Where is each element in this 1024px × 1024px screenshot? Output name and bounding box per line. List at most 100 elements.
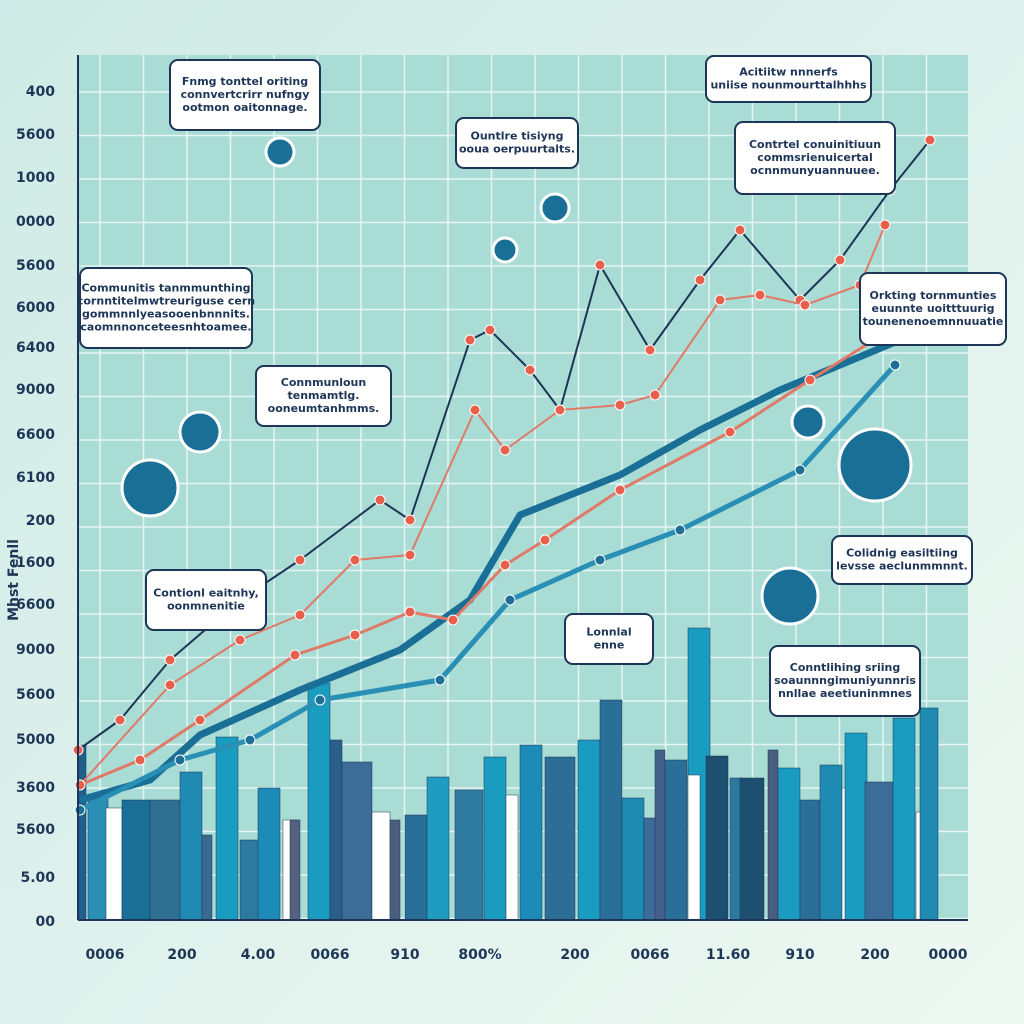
- bar: [77, 744, 87, 921]
- line-dot: [879, 219, 891, 231]
- bar: [599, 699, 623, 921]
- callout-text: ooneumtanhmms.: [268, 402, 380, 415]
- line-dot: [674, 524, 686, 536]
- icon-badge: [491, 236, 519, 264]
- line-dot: [794, 464, 806, 476]
- bar: [149, 799, 181, 921]
- line-dot: [754, 289, 766, 301]
- x-tick-label: 11.60: [706, 947, 751, 963]
- line-dot: [889, 359, 901, 371]
- bar: [404, 814, 428, 921]
- y-tick-label: 3600: [16, 780, 55, 796]
- line-dot: [244, 734, 256, 746]
- labels: 400 5600 1000 0000 5600 6000 6400 9000 6600 6100 2…: [16, 84, 968, 963]
- y-axis-title: Mhst Fenll: [6, 539, 22, 621]
- x-tick-label: 200: [560, 947, 589, 963]
- line-dot: [524, 364, 536, 376]
- y-tick-label: 5.00: [20, 870, 55, 886]
- callout-box: [734, 121, 896, 195]
- icon-badge: [539, 192, 571, 224]
- line-dot: [314, 694, 326, 706]
- bar: [654, 749, 666, 921]
- line-dot: [294, 609, 306, 621]
- callout-text: Orkting tornmunties: [870, 289, 997, 302]
- callout-text: connvertcrirr nufngy: [181, 88, 310, 101]
- line-dot: [74, 804, 86, 816]
- line-dot: [404, 549, 416, 561]
- y-tick-label: 0000: [16, 214, 55, 230]
- callout-text: levsse aeclunmmnnt.: [836, 560, 968, 573]
- line-dot: [114, 714, 126, 726]
- callout-text: enne: [594, 639, 625, 652]
- bar: [341, 761, 373, 921]
- y-tick-label: 6600: [16, 427, 55, 443]
- callout-text: tounenenoemnnuuatie: [863, 315, 1004, 328]
- y-tick-label: 6400: [16, 340, 55, 356]
- line-dot: [74, 779, 86, 791]
- x-tick-label: 800%: [458, 947, 501, 963]
- x-tick-label: 200: [167, 947, 196, 963]
- y-tick-label: 1000: [16, 170, 55, 186]
- icon-badge: [837, 427, 913, 503]
- callout-text: commsrienuicertal: [757, 151, 873, 164]
- callout-text: Connmunloun: [281, 376, 366, 389]
- callout-box: [79, 267, 253, 349]
- line-dot: [349, 554, 361, 566]
- callout-box: [455, 117, 579, 169]
- callout-text: Communitis tanmmunthing: [81, 282, 250, 295]
- x-tick-label: 0066: [631, 947, 670, 963]
- bar: [577, 739, 601, 921]
- bar: [621, 797, 645, 921]
- y-tick-label: 9000: [16, 642, 55, 658]
- line-dot: [234, 634, 246, 646]
- bar: [777, 767, 801, 921]
- x-tick-label: 4.00: [241, 947, 276, 963]
- bar: [389, 819, 401, 921]
- x-tick-label: 910: [785, 947, 814, 963]
- callout-text: Lonnlal: [586, 626, 631, 639]
- callout-box: [169, 59, 321, 131]
- bar: [426, 776, 450, 921]
- y-tick-label: 5600: [16, 822, 55, 838]
- bar: [307, 682, 331, 921]
- bar: [819, 764, 843, 921]
- x-tick-label: 200: [860, 947, 889, 963]
- line-dot: [504, 594, 516, 606]
- bar: [892, 717, 916, 921]
- line-dot: [469, 404, 481, 416]
- callout-text: Ountlre tisiyng: [471, 130, 564, 143]
- line: [78, 363, 897, 813]
- bar: [121, 799, 151, 921]
- line-dot: [499, 444, 511, 456]
- y-tick-label: 5000: [16, 732, 55, 748]
- line-dot: [694, 274, 706, 286]
- line-dot: [434, 674, 446, 686]
- line-dot: [484, 324, 496, 336]
- line: [79, 224, 886, 786]
- line-dot: [294, 554, 306, 566]
- line-dot: [499, 559, 511, 571]
- line-dot: [644, 344, 656, 356]
- callout-text: gommnnlyeasooenbnnnits.: [82, 308, 250, 321]
- icon-badge: [790, 404, 826, 440]
- line-dot: [194, 714, 206, 726]
- callout-text: Conntlihing sriing: [790, 661, 900, 674]
- callout-text: soaunnngimuniyunnris: [774, 674, 916, 687]
- callout-box: [255, 365, 392, 427]
- bar: [799, 799, 821, 921]
- line-dot: [594, 554, 606, 566]
- line-dot: [804, 374, 816, 386]
- icon-badge: [760, 566, 820, 626]
- icon-badge: [264, 136, 296, 168]
- line-dot: [799, 299, 811, 311]
- line-dot: [594, 259, 606, 271]
- bar: [201, 834, 213, 921]
- bar: [844, 732, 868, 921]
- line-dot: [349, 629, 361, 641]
- x-tick-label: 0000: [929, 947, 968, 963]
- line-dot: [724, 426, 736, 438]
- bar: [739, 777, 765, 921]
- line-dot: [464, 334, 476, 346]
- bar: [239, 839, 261, 921]
